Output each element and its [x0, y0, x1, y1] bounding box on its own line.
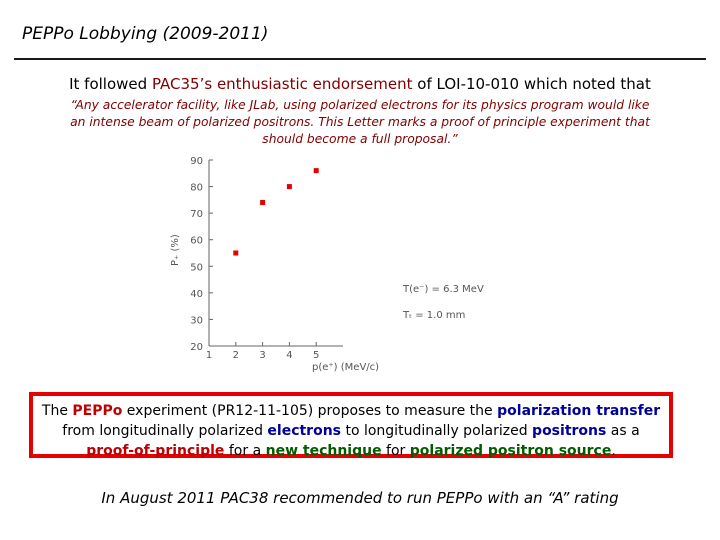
pac-quote: “Any accelerator facility, like JLab, us… [30, 97, 690, 148]
data-point [313, 168, 319, 174]
y-tick-label: 40 [190, 289, 203, 300]
box-proof-of-principle: proof-of-principle [86, 443, 225, 459]
quote-line-3: should become a full proposal.” [262, 132, 458, 146]
box-positrons: positrons [532, 423, 607, 439]
data-point [286, 184, 292, 190]
annotation-energy: T(e⁻) = 6.3 MeV [402, 284, 484, 295]
x-tick-label: 1 [206, 350, 212, 361]
lead-accent: PAC35’s enthusiastic endorsement [151, 75, 413, 93]
plot-marks: 20 30 40 50 60 70 80 90 1 2 3 4 5 [190, 156, 319, 361]
box-polarization-transfer: polarization transfer [497, 403, 661, 419]
box-text: The [41, 403, 73, 419]
quote-line-1: “Any accelerator facility, like JLab, us… [70, 98, 650, 112]
data-point [233, 250, 239, 256]
lead-text: It followed PAC35’s enthusiastic endorse… [0, 75, 720, 93]
y-tick-label: 50 [190, 262, 203, 273]
x-tick-label: 2 [233, 350, 239, 361]
y-tick-label: 90 [190, 156, 203, 167]
data-point [260, 200, 266, 206]
box-positron-source: polarized positron source [409, 443, 612, 459]
box-text: experiment (PR12-11-105) proposes to mea… [122, 403, 498, 419]
y-tick-label: 80 [190, 183, 203, 194]
box-text: . [611, 443, 616, 459]
box-line-2: from longitudinally polarized electrons … [33, 421, 669, 441]
y-tick-label: 70 [190, 209, 203, 220]
box-text: for [381, 443, 410, 459]
box-new-technique: new technique [265, 443, 382, 459]
peppo-summary-box: The PEPPo experiment (PR12-11-105) propo… [29, 392, 673, 461]
y-tick-label: 60 [190, 236, 203, 247]
box-text: from longitudinally polarized [62, 423, 268, 439]
box-text: as a [606, 423, 640, 439]
lead-after: of LOI-10-010 which noted that [412, 75, 651, 93]
x-tick-label: 5 [313, 350, 319, 361]
x-axis-label: p(e⁺) (MeV/c) [312, 362, 379, 373]
title-divider [14, 58, 706, 60]
slide-title: PEPPo Lobbying (2009-2011) [22, 24, 269, 44]
lead-before: It followed [69, 75, 152, 93]
y-tick-label: 30 [190, 315, 203, 326]
box-electrons: electrons [267, 423, 342, 439]
x-tick-label: 3 [259, 350, 265, 361]
box-line-3: proof-of-principle for a new technique f… [33, 441, 669, 461]
x-tick-label: 4 [286, 350, 292, 361]
annotation-thickness: Tₜ = 1.0 mm [402, 310, 465, 321]
quote-line-2: an intense beam of polarized positrons. … [70, 115, 650, 129]
footer-note: In August 2011 PAC38 recommended to run … [101, 489, 619, 507]
box-line-1: The PEPPo experiment (PR12-11-105) propo… [33, 401, 669, 421]
y-tick-label: 20 [190, 342, 203, 353]
box-text: for a [224, 443, 266, 459]
box-peppo: PEPPo [72, 403, 123, 419]
box-text: to longitudinally polarized [341, 423, 533, 439]
y-axis-label: P₊ (%) [170, 234, 181, 266]
